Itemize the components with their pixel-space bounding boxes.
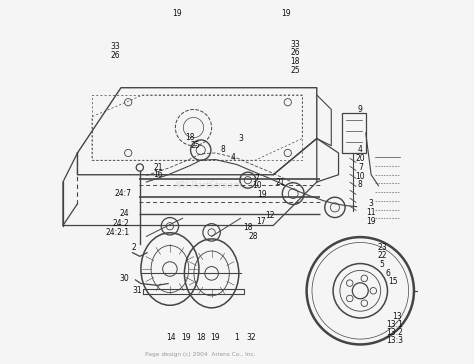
Text: 4: 4	[231, 153, 236, 162]
Text: 3: 3	[369, 199, 374, 208]
Bar	[342, 113, 366, 153]
Text: 24:7: 24:7	[114, 189, 131, 198]
Text: 24: 24	[119, 209, 128, 218]
Text: 19: 19	[173, 9, 182, 18]
Text: 21: 21	[276, 178, 285, 186]
Text: 10: 10	[252, 181, 262, 190]
Text: 32: 32	[246, 333, 256, 342]
Text: ARI PartStream: ARI PartStream	[173, 181, 242, 190]
Text: 26: 26	[111, 51, 120, 60]
Text: 8: 8	[358, 181, 363, 189]
Text: 19: 19	[281, 9, 291, 18]
Text: 17: 17	[256, 217, 265, 226]
Text: 6: 6	[385, 269, 390, 278]
Text: 18: 18	[196, 333, 206, 342]
Text: 26: 26	[290, 48, 300, 58]
Text: 22: 22	[377, 252, 387, 261]
Text: 19: 19	[257, 190, 267, 199]
Text: 19: 19	[182, 333, 191, 342]
Text: 20: 20	[356, 154, 365, 163]
Text: 19: 19	[366, 217, 376, 226]
Text: 4: 4	[358, 145, 363, 154]
Text: 18: 18	[290, 57, 300, 66]
Text: Page design (c) 2004  Ariens Co., Inc.: Page design (c) 2004 Ariens Co., Inc.	[146, 352, 256, 357]
Text: 7: 7	[358, 163, 363, 172]
Text: 21: 21	[153, 163, 163, 172]
Text: 13:2: 13:2	[386, 328, 403, 337]
Text: 11: 11	[366, 208, 376, 217]
Text: 15: 15	[388, 277, 398, 286]
Text: 5: 5	[380, 260, 384, 269]
Text: 18: 18	[185, 133, 195, 142]
Text: 14: 14	[166, 333, 176, 342]
Text: 24:2:1: 24:2:1	[105, 228, 129, 237]
Text: 19: 19	[210, 333, 220, 342]
Text: 7: 7	[255, 174, 259, 183]
Text: 24:2: 24:2	[112, 219, 129, 228]
Text: 18: 18	[243, 223, 253, 232]
Text: 9: 9	[358, 105, 363, 114]
Text: 16: 16	[153, 170, 163, 179]
Text: 8: 8	[220, 145, 225, 154]
Text: 1: 1	[234, 333, 238, 342]
Text: 33: 33	[290, 40, 300, 49]
Text: 2: 2	[131, 244, 136, 253]
Text: 13:1: 13:1	[386, 320, 403, 329]
Text: 13:3: 13:3	[386, 336, 403, 345]
Text: 3: 3	[238, 134, 243, 143]
Text: 10: 10	[356, 172, 365, 181]
Text: 12: 12	[265, 211, 274, 220]
Text: 33: 33	[110, 41, 120, 51]
Text: 25: 25	[191, 141, 200, 150]
Text: 23: 23	[377, 243, 387, 252]
Text: 13: 13	[392, 312, 401, 321]
Text: 31: 31	[132, 286, 142, 295]
Text: 28: 28	[248, 232, 258, 241]
Text: 25: 25	[290, 66, 300, 75]
Text: 30: 30	[119, 274, 129, 282]
